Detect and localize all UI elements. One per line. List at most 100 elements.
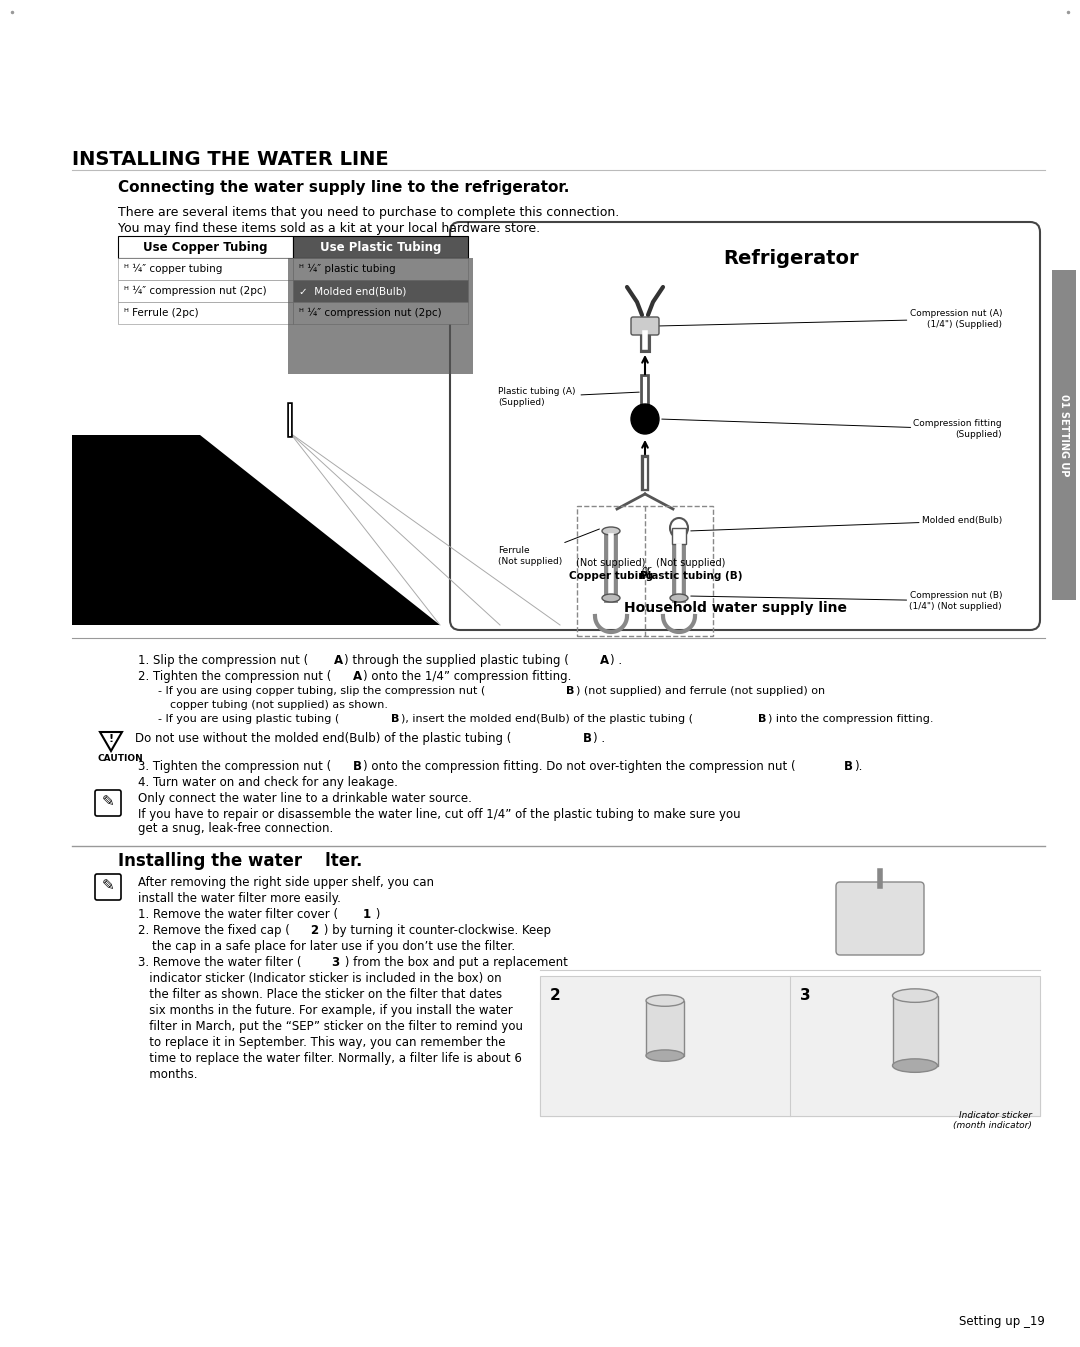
Text: Plastic tubing (B): Plastic tubing (B) [639,571,742,581]
Text: - If you are using copper tubing, slip the compression nut (: - If you are using copper tubing, slip t… [158,686,485,696]
Ellipse shape [892,989,937,1002]
Text: the filter as shown. Place the sticker on the filter that dates: the filter as shown. Place the sticker o… [138,987,502,1001]
FancyBboxPatch shape [836,882,924,955]
Text: Compression nut (A)
(1/4") (Supplied): Compression nut (A) (1/4") (Supplied) [660,310,1002,329]
Text: ✎: ✎ [102,878,114,893]
Text: Use Plastic Tubing: Use Plastic Tubing [320,241,442,253]
Text: filter in March, put the “SEP” sticker on the filter to remind you: filter in March, put the “SEP” sticker o… [138,1020,523,1033]
Text: - If you are using plastic tubing (: - If you are using plastic tubing ( [158,714,339,723]
Text: ) .: ) . [593,731,605,745]
Ellipse shape [646,995,684,1006]
Text: There are several items that you need to purchase to complete this connection.: There are several items that you need to… [118,206,619,220]
Bar [293,280,468,302]
Text: A: A [600,655,609,667]
Text: ) into the compression fitting.: ) into the compression fitting. [768,714,933,723]
Text: 1: 1 [363,908,372,921]
Text: Only connect the water line to a drinkable water source.: Only connect the water line to a drinkab… [138,792,472,806]
Text: B: B [583,731,592,745]
Polygon shape [288,259,473,374]
Text: Indicator sticker
(month indicator): Indicator sticker (month indicator) [954,1111,1032,1130]
Text: Compression nut (B)
(1/4") (Not supplied): Compression nut (B) (1/4") (Not supplied… [691,591,1002,610]
Text: INSTALLING THE WATER LINE: INSTALLING THE WATER LINE [72,150,389,168]
Bar [118,280,293,302]
Text: install the water filter more easily.: install the water filter more easily. [138,892,341,905]
Text: You may find these items sold as a kit at your local hardware store.: You may find these items sold as a kit a… [118,222,540,234]
Text: ) onto the compression fitting. Do not over-tighten the compression nut (: ) onto the compression fitting. Do not o… [363,760,796,773]
Text: Ferrule
(Not supplied): Ferrule (Not supplied) [498,529,599,566]
Text: B: B [843,760,853,773]
Text: 2: 2 [550,987,561,1002]
Text: months.: months. [138,1068,198,1082]
Bar [540,1002,1040,1117]
Text: indicator sticker (Indicator sticker is included in the box) on: indicator sticker (Indicator sticker is … [138,973,501,985]
Text: Installing the water    lter.: Installing the water lter. [118,853,363,870]
FancyBboxPatch shape [450,222,1040,630]
Text: ✎: ✎ [102,795,114,810]
Text: Molded end(Bulb): Molded end(Bulb) [691,516,1002,531]
Text: ) onto the 1/4” compression fitting.: ) onto the 1/4” compression fitting. [363,669,571,683]
Text: ᴴ ¼″ compression nut (2pc): ᴴ ¼″ compression nut (2pc) [124,286,267,296]
Text: B: B [566,686,575,696]
Text: ) .: ) . [610,655,622,667]
Text: B: B [391,714,400,723]
Bar [293,302,468,325]
Text: the cap in a safe place for later use if you don’t use the filter.: the cap in a safe place for later use if… [152,940,515,952]
Text: 1. Slip the compression nut (: 1. Slip the compression nut ( [138,655,308,667]
Text: If you have to repair or disassemble the water line, cut off 1/4” of the plastic: If you have to repair or disassemble the… [138,808,741,822]
Text: 3: 3 [800,987,811,1002]
Bar [293,259,468,280]
Text: Refrigerator: Refrigerator [723,248,859,268]
Bar [646,1001,684,1056]
Text: ) through the supplied plastic tubing (: ) through the supplied plastic tubing ( [345,655,569,667]
Text: After removing the right side upper shelf, you can: After removing the right side upper shel… [138,876,434,889]
Text: !: ! [108,734,113,744]
Text: B: B [353,760,362,773]
Polygon shape [72,435,440,625]
Text: Household water supply line: Household water supply line [623,601,847,616]
Text: 2: 2 [310,924,319,938]
Bar [118,236,293,259]
Ellipse shape [646,1049,684,1061]
Ellipse shape [602,527,620,535]
Text: 3. Tighten the compression nut (: 3. Tighten the compression nut ( [138,760,332,773]
Bar [540,975,1040,1117]
Text: 2. Remove the fixed cap (: 2. Remove the fixed cap ( [138,924,294,938]
Text: ᴴ ¼″ plastic tubing: ᴴ ¼″ plastic tubing [299,264,395,273]
Text: (Not supplied): (Not supplied) [577,558,646,568]
Text: ᴴ Ferrule (2pc): ᴴ Ferrule (2pc) [124,308,199,318]
Bar [118,259,293,280]
Bar [1052,269,1076,599]
Ellipse shape [602,594,620,602]
Text: 01 SETTING UP: 01 SETTING UP [1059,393,1069,477]
Text: 3: 3 [330,956,339,968]
Text: ᴴ ¼″ copper tubing: ᴴ ¼″ copper tubing [124,264,222,273]
Bar [577,506,713,636]
Ellipse shape [892,1059,937,1072]
Bar [672,528,686,544]
Bar [892,995,937,1065]
Text: Setting up _19: Setting up _19 [959,1315,1045,1328]
Text: 1. Remove the water filter cover (: 1. Remove the water filter cover ( [138,908,342,921]
Bar [118,302,293,325]
Ellipse shape [631,404,659,434]
Text: ) by turning it counter-clockwise. Keep: ) by turning it counter-clockwise. Keep [320,924,551,938]
Text: ), insert the molded end(Bulb) of the plastic tubing (: ), insert the molded end(Bulb) of the pl… [401,714,693,723]
Text: time to replace the water filter. Normally, a filter life is about 6: time to replace the water filter. Normal… [138,1052,522,1065]
Text: A: A [353,669,362,683]
Text: ᴴ ¼″ compression nut (2pc): ᴴ ¼″ compression nut (2pc) [299,308,442,318]
Text: 2. Tighten the compression nut (: 2. Tighten the compression nut ( [138,669,332,683]
Text: to replace it in September. This way, you can remember the: to replace it in September. This way, yo… [138,1036,505,1049]
Text: ): ) [372,908,380,921]
Text: get a snug, leak-free connection.: get a snug, leak-free connection. [138,822,334,835]
Text: or: or [642,564,652,575]
Ellipse shape [670,519,688,537]
Text: B: B [758,714,767,723]
Bar [293,236,468,259]
Text: ) from the box and put a replacement: ) from the box and put a replacement [341,956,568,968]
Text: Plastic tubing (A)
(Supplied): Plastic tubing (A) (Supplied) [498,388,639,407]
Text: CAUTION: CAUTION [97,754,143,762]
Text: ) (not supplied) and ferrule (not supplied) on: ) (not supplied) and ferrule (not suppli… [576,686,825,696]
Text: Connecting the water supply line to the refrigerator.: Connecting the water supply line to the … [118,180,569,195]
Text: Compression fitting
(Supplied): Compression fitting (Supplied) [662,419,1002,439]
Text: (Not supplied): (Not supplied) [657,558,726,568]
